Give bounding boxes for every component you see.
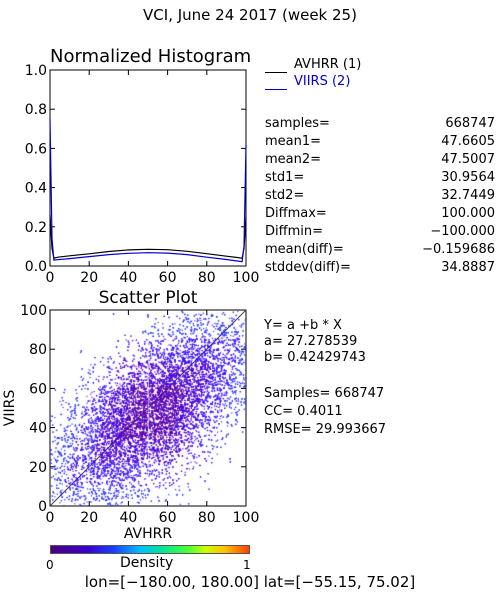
histogram-plot-frame xyxy=(49,69,247,267)
legend-swatch-viirs xyxy=(265,89,287,90)
stat-value: 668747 xyxy=(445,116,495,131)
scatter-x-tick-label: 40 xyxy=(119,510,137,526)
scatter-y-tick-label: 20 xyxy=(29,460,47,476)
scatter-y-tick-label: 40 xyxy=(29,421,47,437)
histogram-x-tick-label: 20 xyxy=(80,270,98,286)
stat-value: −0.159686 xyxy=(422,242,495,257)
histogram-y-tick-label: 0.0 xyxy=(25,259,47,275)
scatter-x-tick-label: 0 xyxy=(46,510,55,526)
stat-value: 34.8887 xyxy=(441,260,495,275)
scatter-y-tick-label: 60 xyxy=(29,381,47,397)
stat-label: mean2= xyxy=(265,152,322,167)
colorbar-min-label: 0 xyxy=(46,558,54,572)
stat-label: mean1= xyxy=(265,134,322,149)
histogram-y-tick-label: 0.8 xyxy=(25,102,47,118)
fit-equation: Y= a +b * X xyxy=(264,318,342,333)
scatter-x-tick-label: 60 xyxy=(159,510,177,526)
stat-row: mean(diff)= −0.159686 xyxy=(265,242,495,258)
stat-label: std1= xyxy=(265,170,305,185)
histogram-x-tick-label: 100 xyxy=(233,270,260,286)
fit-slope: b= 0.42429743 xyxy=(264,350,366,365)
page-title: VCI, June 24 2017 (week 25) xyxy=(143,6,357,24)
scatter-density-points xyxy=(50,310,246,506)
geographic-range: lon=[−180.00, 180.00] lat=[−55.15, 75.02… xyxy=(84,573,416,591)
histogram-x-tick-label: 40 xyxy=(119,270,137,286)
stat-row: std2= 32.7449 xyxy=(265,188,495,204)
histogram-series-line-viirs xyxy=(49,118,247,263)
stat-row: mean2= 47.5007 xyxy=(265,152,495,168)
correlation-coefficient: CC= 0.4011 xyxy=(264,404,343,419)
density-colorbar xyxy=(50,545,250,554)
stat-row: Diffmin= −100.000 xyxy=(265,224,495,240)
histogram-y-tick-label: 0.2 xyxy=(25,220,47,236)
rmse-value: RMSE= 29.993667 xyxy=(264,422,387,437)
stat-row: Diffmax= 100.000 xyxy=(265,206,495,222)
stat-row: mean1= 47.6605 xyxy=(265,134,495,150)
stat-value: 30.9564 xyxy=(441,170,495,185)
stat-label: Diffmin= xyxy=(265,224,323,239)
colorbar-title: Density xyxy=(120,555,174,571)
scatter-x-tick-label: 20 xyxy=(80,510,98,526)
stat-row: stddev(diff)= 34.8887 xyxy=(265,260,495,276)
scatter-y-tick-label: 80 xyxy=(29,342,47,358)
stat-value: 47.5007 xyxy=(441,152,495,167)
scatter-y-tick-label: 100 xyxy=(20,303,47,319)
stat-label: std2= xyxy=(265,188,305,203)
samples-count: Samples= 668747 xyxy=(264,386,385,401)
legend-swatch-avhrr xyxy=(265,72,287,73)
stat-row: samples= 668747 xyxy=(265,116,495,132)
stat-value: 32.7449 xyxy=(441,188,495,203)
stat-label: Diffmax= xyxy=(265,206,327,221)
histogram-y-tick-label: 1.0 xyxy=(25,63,47,79)
legend-label-viirs: VIIRS (2) xyxy=(294,74,351,89)
histogram-series-line-avhrr xyxy=(49,214,247,259)
stat-value: 47.6605 xyxy=(441,134,495,149)
histogram-x-tick-label: 0 xyxy=(46,270,55,286)
stat-value: 100.000 xyxy=(441,206,495,221)
legend-label-avhrr: AVHRR (1) xyxy=(294,57,362,72)
histogram-y-tick-label: 0.6 xyxy=(25,141,47,157)
colorbar-max-label: 1 xyxy=(243,558,251,572)
scatter-y-tick-label: 0 xyxy=(38,499,47,515)
stat-label: stddev(diff)= xyxy=(265,260,351,275)
stat-row: std1= 30.9564 xyxy=(265,170,495,186)
stat-label: mean(diff)= xyxy=(265,242,344,257)
scatter-x-tick-label: 100 xyxy=(233,510,260,526)
stat-value: −100.000 xyxy=(430,224,495,239)
stat-label: samples= xyxy=(265,116,330,131)
histogram-title: Normalized Histogram xyxy=(50,46,252,67)
histogram-y-tick-label: 0.4 xyxy=(25,181,47,197)
scatter-x-axis-label: AVHRR xyxy=(124,526,173,542)
fit-intercept: a= 27.278539 xyxy=(264,334,358,349)
scatter-x-tick-label: 80 xyxy=(198,510,216,526)
histogram-x-tick-label: 80 xyxy=(198,270,216,286)
scatter-y-axis-label: VIIRS xyxy=(2,390,18,427)
histogram-x-tick-label: 60 xyxy=(159,270,177,286)
scatter-title: Scatter Plot xyxy=(98,288,198,308)
